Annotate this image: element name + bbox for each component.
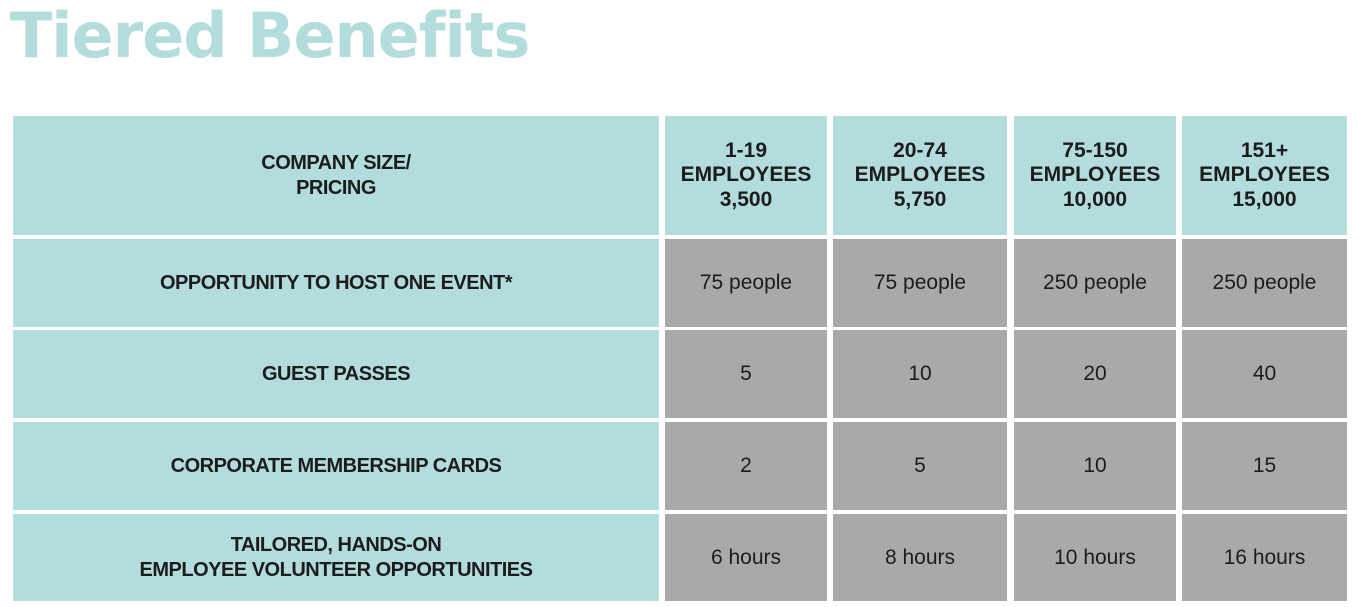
corner-header-text: COMPANY SIZE/PRICING	[261, 151, 411, 201]
value-cell: 16 hours	[1182, 514, 1347, 601]
value-text: 250 people	[1043, 271, 1147, 294]
row-label-line: CORPORATE MEMBERSHIP CARDS	[170, 454, 502, 477]
row-label-text: GUEST PASSES	[261, 362, 411, 387]
value-cell: 10	[833, 330, 1007, 418]
value-cell: 10	[1014, 422, 1176, 510]
tier-header-text: 1-19 EMPLOYEES 3,500	[681, 139, 812, 213]
value-text: 10	[908, 362, 932, 385]
row-label-text: TAILORED, HANDS-ON EMPLOYEE VOLUNTEER OPP…	[140, 533, 533, 583]
tier-price: 5,750	[893, 187, 947, 211]
corner-header-cell: COMPANY SIZE/PRICING	[13, 116, 659, 235]
corner-header-line: COMPANY SIZE/	[261, 151, 411, 174]
value-cell: 250 people	[1182, 239, 1347, 327]
tier-range: 1-19	[724, 138, 767, 162]
value-cell: 250 people	[1014, 239, 1176, 327]
row-label-line: GUEST PASSES	[261, 362, 411, 385]
row-label-cell: GUEST PASSES	[13, 330, 659, 418]
tier-header-2: 20-74 EMPLOYEES 5,750	[833, 116, 1007, 235]
value-text: 10 hours	[1054, 545, 1136, 569]
tier-unit: EMPLOYEES	[680, 163, 812, 187]
value-text: 6 hours	[710, 545, 782, 569]
tier-price: 10,000	[1062, 187, 1128, 211]
value-cell: 5	[665, 330, 827, 418]
tier-header-text: 75-150 EMPLOYEES 10,000	[1030, 139, 1161, 213]
value-text: 8 hours	[884, 545, 956, 569]
value-cell: 15	[1182, 422, 1347, 510]
value-text: 2	[740, 454, 752, 477]
value-text: 75 people	[699, 271, 793, 294]
tier-range: 20-74	[893, 138, 947, 162]
row-label-cell: OPPORTUNITY TO HOST ONE EVENT*	[13, 239, 659, 327]
tier-range: 151+	[1240, 138, 1289, 162]
value-text: 40	[1252, 362, 1277, 385]
tier-header-3: 75-150 EMPLOYEES 10,000	[1014, 116, 1176, 235]
tier-unit: EMPLOYEES	[1029, 163, 1161, 187]
tier-unit: EMPLOYEES	[1199, 163, 1330, 187]
row-label-line: TAILORED, HANDS-ON	[230, 533, 442, 556]
value-cell: 8 hours	[833, 514, 1007, 601]
row-label-text: CORPORATE MEMBERSHIP CARDS	[171, 454, 502, 479]
tier-header-4: 151+ EMPLOYEES 15,000	[1182, 116, 1347, 235]
row-label-line: OPPORTUNITY TO HOST ONE EVENT*	[159, 271, 513, 294]
page-title: Tiered Benefits	[10, 0, 530, 72]
value-cell: 75 people	[665, 239, 827, 327]
value-cell: 10 hours	[1014, 514, 1176, 601]
value-cell: 5	[833, 422, 1007, 510]
value-text: 20	[1083, 362, 1107, 385]
value-text: 250 people	[1212, 271, 1317, 294]
value-text: 5	[914, 454, 926, 477]
row-label-cell: TAILORED, HANDS-ON EMPLOYEE VOLUNTEER OPP…	[13, 514, 659, 601]
value-text: 16 hours	[1223, 545, 1306, 569]
tier-header-text: 151+ EMPLOYEES 15,000	[1199, 139, 1330, 213]
value-text: 15	[1252, 454, 1277, 477]
tier-price: 3,500	[719, 187, 773, 211]
value-cell: 2	[665, 422, 827, 510]
tier-range: 75-150	[1062, 138, 1128, 162]
tier-unit: EMPLOYEES	[854, 163, 986, 187]
value-cell: 40	[1182, 330, 1347, 418]
value-text: 75 people	[873, 271, 967, 294]
value-cell: 20	[1014, 330, 1176, 418]
corner-header-line: PRICING	[296, 176, 376, 199]
row-label-cell: CORPORATE MEMBERSHIP CARDS	[13, 422, 659, 510]
tier-header-1: 1-19 EMPLOYEES 3,500	[665, 116, 827, 235]
row-label-line: EMPLOYEE VOLUNTEER OPPORTUNITIES	[139, 558, 533, 581]
value-text: 10	[1083, 454, 1107, 477]
tier-price: 15,000	[1232, 187, 1297, 211]
value-cell: 75 people	[833, 239, 1007, 327]
tier-header-text: 20-74 EMPLOYEES 5,750	[855, 139, 986, 213]
row-label-text: OPPORTUNITY TO HOST ONE EVENT*	[159, 271, 513, 296]
value-cell: 6 hours	[665, 514, 827, 601]
value-text: 5	[740, 362, 752, 385]
